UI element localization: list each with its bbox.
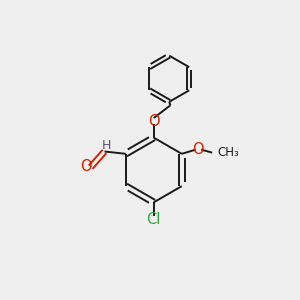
Text: O: O xyxy=(80,159,92,174)
Text: Cl: Cl xyxy=(147,212,161,227)
Text: O: O xyxy=(193,142,204,157)
Text: H: H xyxy=(102,139,111,152)
Text: CH₃: CH₃ xyxy=(218,146,239,159)
Text: O: O xyxy=(148,113,160,128)
